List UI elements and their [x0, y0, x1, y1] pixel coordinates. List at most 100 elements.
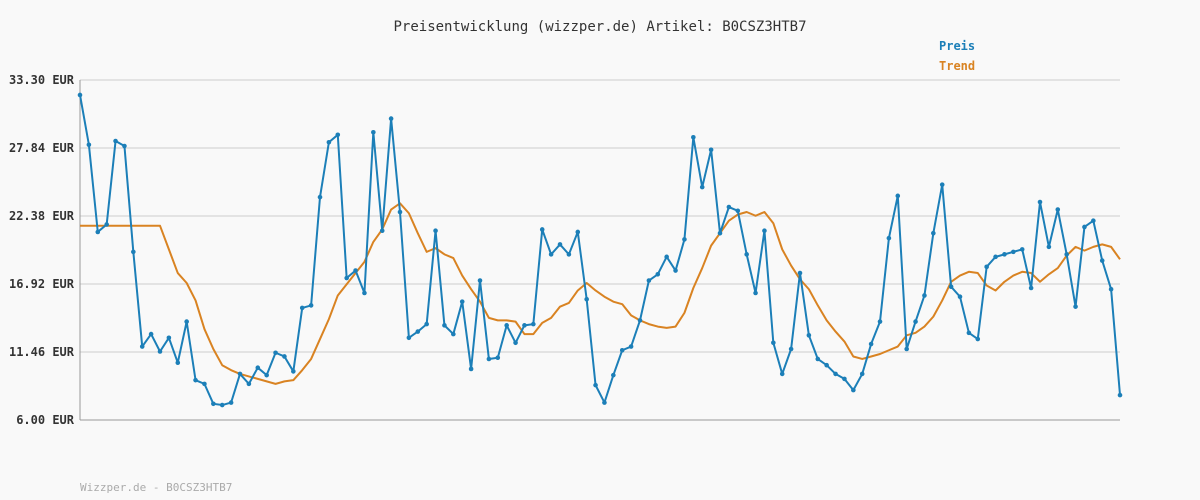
preis-point [353, 268, 358, 273]
preis-point [468, 366, 474, 372]
preis-point [575, 229, 581, 235]
preis-point [504, 323, 509, 328]
preis-point [291, 369, 296, 374]
preis-point [113, 138, 118, 144]
series-lines [79, 94, 1121, 407]
series-line-trend [80, 202, 1121, 385]
preis-point [104, 222, 109, 227]
preis-point [228, 400, 234, 405]
preis-point [548, 252, 554, 257]
preis-point [539, 227, 545, 232]
y-tick-label: 6.00 EUR [16, 413, 75, 427]
preis-point [255, 365, 261, 370]
preis-point [993, 254, 998, 260]
preis-point [326, 139, 332, 145]
y-tick-label: 11.46 EUR [9, 345, 75, 359]
preis-point [913, 319, 918, 324]
preis-point [397, 209, 403, 215]
preis-point [931, 230, 936, 236]
preis-point [717, 230, 723, 236]
preis-point [637, 318, 643, 323]
preis-point [157, 349, 163, 354]
legend-trend: Trend [939, 59, 976, 73]
y-tick-labels: 33.30 EUR 27.84 EUR 22.38 EUR 16.92 EUR 11.4… [9, 73, 75, 427]
preis-point [379, 228, 385, 233]
preis-point [77, 92, 83, 98]
preis-point [477, 278, 483, 283]
preis-point [86, 142, 92, 148]
preis-point [273, 350, 278, 356]
preis-point [531, 321, 536, 327]
y-tick-label: 33.30 EUR [9, 73, 75, 87]
y-tick-label: 27.84 EUR [9, 141, 75, 155]
preis-point [1091, 218, 1096, 224]
preis-point [148, 331, 154, 337]
preis-point [824, 362, 829, 368]
preis-point [1046, 244, 1052, 250]
preis-point [344, 275, 349, 281]
preis-point [619, 347, 625, 353]
preis-point [682, 237, 687, 242]
preis-point [317, 194, 323, 200]
preis-point [282, 354, 287, 359]
preis-point [646, 278, 652, 283]
preis-point [371, 130, 376, 135]
preis-point [655, 271, 661, 277]
preis-point [664, 254, 669, 260]
preis-point [806, 333, 812, 338]
preis-point [753, 290, 758, 296]
preis-point [308, 303, 314, 308]
preis-point [593, 382, 598, 388]
preis-point [779, 371, 785, 377]
preis-point [193, 377, 198, 383]
grid-lines [80, 79, 1120, 353]
preis-point [673, 268, 678, 273]
preis-point [1055, 207, 1061, 212]
preis-point [211, 401, 216, 407]
preis-point [566, 252, 572, 257]
preis-point [948, 284, 954, 290]
preis-point [1073, 304, 1078, 309]
preis-point [735, 208, 741, 214]
preis-point [815, 356, 821, 362]
preis-point [975, 336, 981, 342]
preis-point [868, 341, 874, 347]
preis-point [744, 252, 749, 257]
preis-point [628, 344, 634, 349]
preis-point [433, 228, 438, 233]
preis-point [966, 330, 972, 336]
preis-point [219, 402, 225, 408]
preis-point [237, 371, 243, 377]
preis-point [495, 355, 501, 361]
axes [79, 80, 1120, 421]
preis-point [602, 400, 607, 405]
preis-point [1082, 224, 1087, 230]
preis-point [95, 229, 101, 235]
preis-point [1028, 285, 1034, 291]
y-tick-label: 16.92 EUR [9, 277, 75, 291]
preis-point [1117, 392, 1123, 398]
preis-point [851, 387, 856, 393]
preis-point [762, 228, 767, 233]
preis-point [175, 360, 181, 366]
preis-point [1037, 199, 1043, 205]
preis-point [842, 376, 847, 382]
preis-point [708, 147, 714, 153]
preis-point [486, 356, 492, 362]
preis-point [415, 329, 421, 334]
preis-point [797, 270, 803, 276]
preis-point [788, 346, 794, 352]
series-line-preis [79, 94, 1121, 407]
preis-point [1002, 252, 1007, 257]
preis-point [584, 296, 589, 302]
preis-point [957, 294, 963, 300]
chart-title: Preisentwicklung (wizzper.de) Artikel: B… [393, 19, 807, 35]
preis-point [202, 381, 207, 387]
preis-point [984, 264, 989, 270]
preis-point [131, 249, 136, 255]
footer-caption: Wizzper.de - B0CSZ3HTB7 [80, 481, 233, 494]
preis-point [611, 372, 616, 378]
preis-point [442, 323, 447, 328]
preis-point [859, 371, 865, 377]
